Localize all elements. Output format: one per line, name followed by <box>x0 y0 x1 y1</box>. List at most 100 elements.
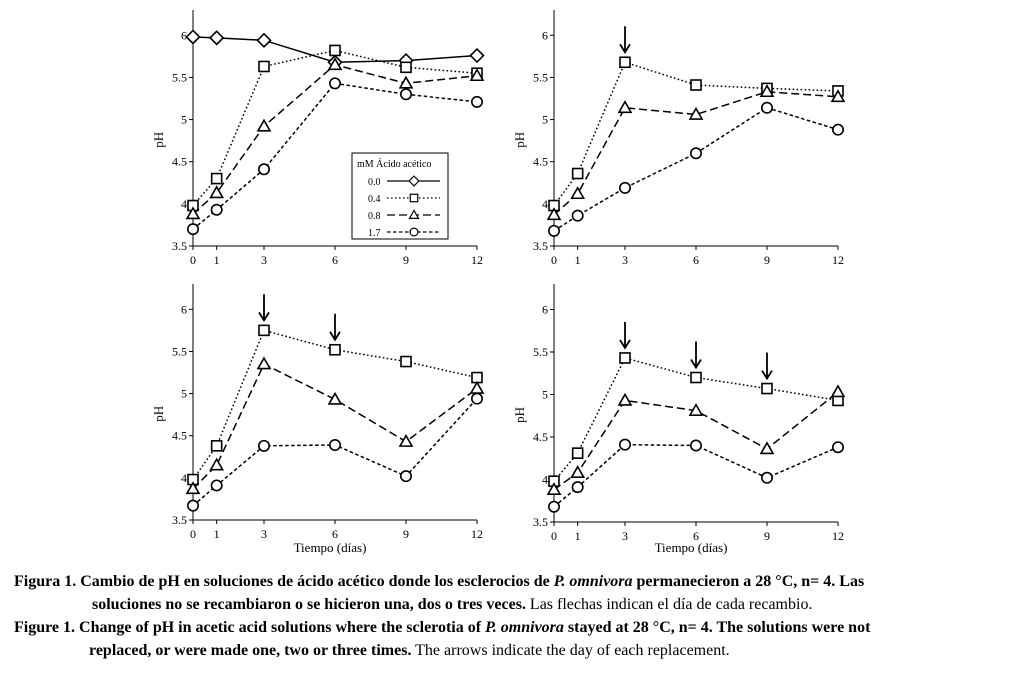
legend: mM Ácido acético 0.0 0.4 0.8 1.7 <box>351 152 449 240</box>
data-point-square <box>571 167 584 180</box>
series-0.8 <box>546 384 846 496</box>
legend-marker-0.4 <box>409 193 419 203</box>
data-point-square <box>210 172 223 185</box>
data-point-triangle <box>398 75 414 89</box>
y-tick-label: 5.5 <box>172 70 187 84</box>
data-point-triangle <box>327 57 343 71</box>
x-axis-label: Tiempo (días) <box>294 540 367 555</box>
legend-marker-0.0 <box>408 175 420 187</box>
data-point-triangle <box>398 434 414 447</box>
data-point-triangle <box>185 206 201 220</box>
data-point-triangle <box>830 384 846 398</box>
series-line-1.7 <box>192 398 478 507</box>
x-tick-label: 1 <box>214 253 220 267</box>
series-0.4 <box>548 56 844 212</box>
y-tick-label: 6 <box>542 28 548 42</box>
series-1.7 <box>547 101 844 237</box>
data-point-triangle <box>546 482 562 496</box>
series-0.4 <box>187 324 483 486</box>
data-point-circle <box>210 479 223 492</box>
series-line-1.7 <box>553 106 839 232</box>
caption-en-text-4: The arrows indicate the day of each repl… <box>415 642 730 659</box>
data-point-triangle <box>759 441 775 455</box>
chart-panel-bottom-right: 3.5 4 4.5 5 5.5 6 0 1 3 6 9 12 pH Tiempo (días) <box>512 284 846 555</box>
data-point-circle <box>399 88 412 101</box>
legend-marker-1.7 <box>409 227 419 237</box>
data-point-circle <box>257 439 270 452</box>
data-point-square <box>690 371 702 384</box>
series-0.4 <box>548 352 844 488</box>
y-tick-label: 4 <box>542 473 548 487</box>
data-point-circle <box>571 209 584 222</box>
caption-en-text-3: replaced, or were made one, two or three… <box>89 642 412 659</box>
replacement-arrow <box>690 341 702 370</box>
caption-en-line-2: replaced, or were made one, two or three… <box>89 639 730 662</box>
x-tick-label: 12 <box>832 529 844 543</box>
legend-marker-square <box>409 193 419 203</box>
replacement-arrow <box>258 294 270 323</box>
y-tick-label: 6 <box>542 303 548 317</box>
data-point-triangle <box>327 391 343 405</box>
legend-label: 0.8 <box>368 211 381 222</box>
legend-label: 1.7 <box>368 228 381 239</box>
arrow-head <box>619 339 631 350</box>
y-tick-label: 5.5 <box>172 344 187 358</box>
data-point-triangle <box>469 68 485 82</box>
data-point-square <box>210 440 223 452</box>
data-point-square <box>571 447 584 459</box>
chart-panel-top-left: 3.5 4 4.5 5 5.5 6 0 1 3 6 9 12 pH mM Ácido acético 0.0… <box>151 10 485 267</box>
data-point-diamond <box>209 30 225 46</box>
caption-es-text-2: permanecieron a 28 °C, n= 4. Las <box>636 573 865 590</box>
data-point-triangle <box>256 356 272 370</box>
y-tick-label: 4.5 <box>172 155 187 169</box>
series-line-0.4 <box>553 357 839 482</box>
data-point-circle <box>689 439 702 452</box>
legend-marker-triangle <box>408 209 420 219</box>
data-point-triangle <box>469 380 485 394</box>
caption-en-text-1: Change of pH in acetic acid solutions wh… <box>79 619 482 636</box>
x-axis-label: Tiempo (días) <box>655 540 728 555</box>
chart-panel-top-right: 3.5 4 4.5 5 5.5 6 0 1 3 6 9 12 pH <box>512 10 846 267</box>
x-tick-label: 0 <box>190 253 196 267</box>
data-point-diamond <box>256 32 272 48</box>
data-point-triangle <box>617 100 633 114</box>
data-point-circle <box>328 77 341 90</box>
y-axis-label: pH <box>151 406 166 422</box>
data-point-triangle <box>830 89 846 103</box>
series-0.8 <box>185 57 485 220</box>
caption-en-species: P. omnivora <box>485 619 564 636</box>
data-point-circle <box>760 101 773 114</box>
data-point-triangle <box>759 84 775 98</box>
x-tick-label: 3 <box>622 253 628 267</box>
x-tick-label: 6 <box>332 253 338 267</box>
x-tick-label: 0 <box>551 253 557 267</box>
data-point-square <box>329 44 341 57</box>
data-point-square <box>761 382 773 395</box>
data-point-triangle <box>688 106 704 120</box>
caption-en-line-1: Figure 1. Change of pH in acetic acid so… <box>14 616 870 639</box>
legend-marker-circle <box>409 227 419 237</box>
x-tick-label: 3 <box>622 529 628 543</box>
y-tick-label: 4.5 <box>533 430 548 444</box>
x-tick-label: 0 <box>551 529 557 543</box>
caption-es-text-1: Cambio de pH en soluciones de ácido acét… <box>80 573 550 590</box>
data-point-square <box>329 343 341 356</box>
caption-en-text-2: stayed at 28 °C, n= 4. The solutions wer… <box>567 619 871 636</box>
y-tick-label: 4 <box>181 471 187 485</box>
data-point-triangle <box>617 392 633 406</box>
arrow-head <box>619 43 631 54</box>
x-tick-label: 9 <box>403 253 409 267</box>
data-point-circle <box>618 181 631 194</box>
y-tick-label: 5 <box>181 113 187 127</box>
x-tick-label: 12 <box>471 527 483 541</box>
data-point-triangle <box>688 403 704 416</box>
data-point-square <box>400 61 412 74</box>
x-tick-label: 12 <box>471 253 483 267</box>
y-tick-label: 5.5 <box>533 345 548 359</box>
data-point-circle <box>470 95 483 108</box>
data-point-circle <box>689 147 702 160</box>
y-tick-label: 3.5 <box>172 513 187 527</box>
caption-es-line-1: Figura 1. Cambio de pH en soluciones de … <box>14 570 864 593</box>
data-point-circle <box>831 441 844 454</box>
data-point-circle <box>399 470 412 483</box>
